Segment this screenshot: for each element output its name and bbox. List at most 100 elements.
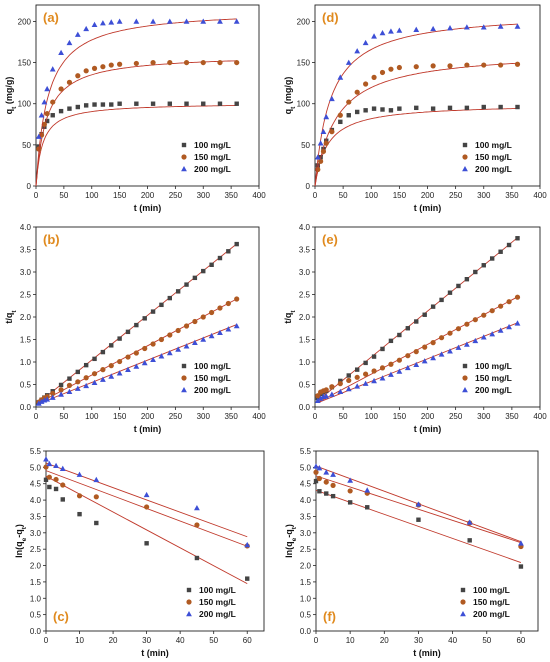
y-tick-label: 100 [297,100,311,109]
data-point [506,242,512,248]
legend-label: 100 mg/L [199,585,236,595]
data-point [315,163,321,168]
x-tick-label: 0 [34,412,39,421]
data-point [44,396,51,402]
data-point [200,314,206,320]
data-point [363,360,368,366]
x-tick-label: 50 [209,636,218,645]
data-point [447,348,453,354]
data-point [455,344,462,350]
data-point [498,62,504,68]
data-point [456,283,461,289]
x-tick-label: 350 [224,412,238,421]
series-3 [313,463,524,546]
data-point [416,517,421,522]
data-point [345,386,352,392]
series-2 [43,464,250,549]
legend-label: 100 mg/L [194,140,231,150]
data-point [58,86,64,92]
data-point [158,336,165,343]
legend-label: 200 mg/L [475,385,512,395]
chart-panel-c: 0 10 20 30 40 50 60 0.0 0.5 1.0 1.5 2.0 2.5 3.0 3.5 4.0… [14,447,265,658]
chart-panel-b: 0 50 100 150 200 250 300 350 400 0.0 0.5 1.0 1.5 2.0 2… [4,223,266,434]
y-tick-label: 4.5 [300,480,312,489]
data-point [337,388,344,394]
x-tick-label: 150 [393,191,407,200]
data-point [76,493,83,499]
x-tick-label: 10 [346,636,355,645]
legend-marker [460,611,466,617]
y-tick-label: 1.5 [300,578,312,587]
data-point [183,323,190,329]
data-point [150,101,156,106]
data-point [53,476,59,483]
data-point [489,256,495,261]
data-point [323,387,329,393]
legend-label: 100 mg/L [473,585,510,595]
data-point [338,119,343,125]
legend-marker [181,375,187,381]
series-3 [43,456,251,548]
data-point [497,327,504,333]
data-point [75,379,81,385]
chart-panel-d: 0 50 100 150 200 250 300 350 400 0 50 100 150 200 t (m… [283,4,547,213]
legend-label: 100 mg/L [194,361,231,371]
data-point [498,104,503,110]
data-point [498,249,503,254]
data-point [83,362,89,368]
panel-label: (e) [322,232,338,247]
data-point [323,479,329,485]
data-point [77,511,82,517]
data-point [346,373,351,378]
data-point [506,323,512,330]
data-point [234,296,240,302]
y-tick-label: 1.0 [300,594,312,603]
data-point [184,282,189,287]
x-tick-label: 40 [448,636,457,645]
x-tick-label: 0 [44,636,49,645]
data-point [83,103,89,108]
data-point [91,371,98,377]
x-axis-title: t (min) [134,203,162,213]
data-point [329,129,335,135]
y-tick-label: 1.5 [30,578,42,587]
data-point [92,356,97,362]
data-point [58,49,64,56]
data-point [489,308,495,314]
x-tick-label: 250 [449,191,463,200]
data-point [158,353,165,359]
data-point [175,327,181,334]
y-tick-label: 100 [18,100,32,109]
legend-label: 150 mg/L [473,597,510,607]
data-point [116,18,123,24]
data-point [133,350,139,356]
legend-marker [460,587,466,593]
data-point [35,400,42,406]
data-point [117,61,123,67]
legend-marker [186,611,192,617]
data-point [314,154,321,160]
y-tick-label: 50 [301,141,310,150]
y-tick-label: 5.5 [30,447,42,456]
data-point [447,330,453,336]
x-tick-label: 50 [339,412,348,421]
series-3 [314,320,521,404]
data-point [44,118,50,124]
data-point [320,128,327,134]
data-point [317,489,322,494]
data-point [94,520,99,526]
y-tick-label: 50 [22,141,31,150]
data-point [46,460,53,467]
y-tick-label: 1.0 [299,358,311,367]
x-tick-label: 60 [516,636,525,645]
data-point [346,377,352,384]
data-point [76,471,83,477]
fit-line [315,475,522,544]
y-tick-label: 0.5 [30,611,42,620]
data-point [388,28,394,34]
data-point [404,364,411,371]
data-point [354,109,360,115]
data-point [175,346,182,352]
y-tick-label: 0.0 [20,403,32,412]
data-point [514,320,521,326]
